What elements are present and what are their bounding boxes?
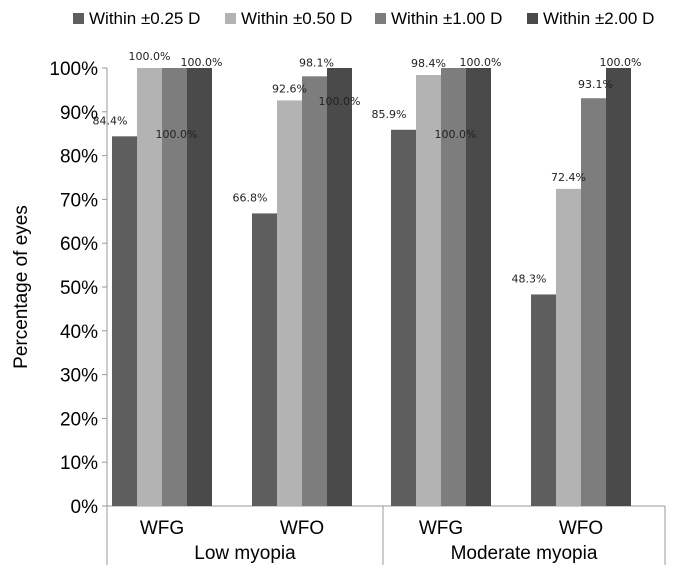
y-tick-label: 80% bbox=[60, 147, 98, 168]
group-label: Low myopia bbox=[194, 543, 296, 564]
bar bbox=[327, 68, 352, 506]
y-tick-label: 60% bbox=[60, 234, 98, 255]
bar bbox=[252, 213, 277, 506]
data-label: 98.1% bbox=[299, 56, 334, 69]
bar bbox=[302, 76, 327, 507]
y-tick-label: 90% bbox=[60, 103, 98, 124]
y-tick-label: 100% bbox=[49, 59, 98, 80]
data-label: 100.0% bbox=[600, 56, 642, 69]
data-label: 66.8% bbox=[233, 191, 268, 204]
bar bbox=[416, 75, 441, 507]
bar bbox=[277, 100, 302, 507]
category-label: WFO bbox=[280, 518, 324, 539]
data-label: 93.1% bbox=[578, 78, 613, 91]
legend-label: Within ±2.00 D bbox=[543, 9, 654, 28]
legend-label: Within ±0.50 D bbox=[241, 9, 352, 28]
group-label: Moderate myopia bbox=[451, 543, 598, 564]
bar bbox=[606, 68, 631, 506]
bar bbox=[531, 294, 556, 506]
y-tick-label: 70% bbox=[60, 190, 98, 211]
bar bbox=[391, 129, 416, 506]
data-label: 100.0% bbox=[435, 128, 477, 141]
data-label: 72.4% bbox=[551, 171, 586, 184]
legend-label: Within ±1.00 D bbox=[391, 9, 502, 28]
data-label: 100.0% bbox=[156, 128, 198, 141]
bar bbox=[162, 68, 187, 506]
data-label: 100.0% bbox=[129, 50, 171, 63]
legend-swatch bbox=[375, 13, 386, 24]
data-label: 48.3% bbox=[512, 272, 547, 285]
legend-swatch bbox=[225, 13, 236, 24]
data-label: 85.9% bbox=[372, 108, 407, 121]
data-label: 100.0% bbox=[319, 95, 361, 108]
y-axis-title: Percentage of eyes bbox=[11, 205, 32, 369]
legend-swatch bbox=[73, 13, 84, 24]
y-tick-label: 20% bbox=[60, 409, 98, 430]
data-label: 84.4% bbox=[93, 114, 128, 127]
data-label: 92.6% bbox=[272, 82, 307, 95]
y-tick-label: 30% bbox=[60, 366, 98, 387]
bar bbox=[112, 136, 137, 506]
data-label: 100.0% bbox=[181, 56, 223, 69]
data-label: 100.0% bbox=[460, 56, 502, 69]
y-tick-label: 0% bbox=[71, 497, 99, 518]
legend-label: Within ±0.25 D bbox=[89, 9, 200, 28]
bar bbox=[581, 98, 606, 507]
y-tick-label: 50% bbox=[60, 278, 98, 299]
data-label: 98.4% bbox=[411, 57, 446, 70]
category-label: WFO bbox=[559, 518, 603, 539]
bar bbox=[137, 68, 162, 506]
bar bbox=[466, 68, 491, 506]
y-tick-label: 10% bbox=[60, 453, 98, 474]
bar bbox=[556, 188, 581, 506]
bar bbox=[441, 68, 466, 506]
category-label: WFG bbox=[140, 518, 184, 539]
y-tick-label: 40% bbox=[60, 322, 98, 343]
bar bbox=[187, 68, 212, 506]
category-label: WFG bbox=[419, 518, 463, 539]
legend-swatch bbox=[527, 13, 538, 24]
